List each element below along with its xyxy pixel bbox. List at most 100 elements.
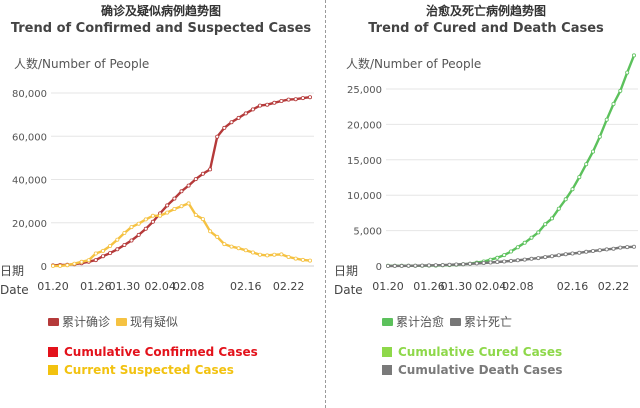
left-chart-series-1-point [58, 263, 63, 268]
left-chart-series-1-point [300, 257, 305, 262]
left-x-axis-label-en: Date [0, 283, 29, 297]
right-chart-title-en: Trend of Cured and Death Cases [368, 21, 604, 36]
right-chart-x-tick-label: 02.16 [557, 280, 589, 293]
right-chart-series-1-point [529, 256, 534, 261]
right-chart-series-0-point [584, 162, 589, 167]
left-y-axis-label: 人数/Number of People [14, 57, 150, 71]
legend-label-suspected[interactable]: 现有疑似 [130, 315, 179, 329]
caption-swatch-death [382, 365, 392, 375]
right-chart-series-0-point [631, 53, 636, 58]
right-chart-y-tick-label: 5,000 [353, 227, 382, 238]
right-chart-y-tick-label: 20,000 [347, 120, 382, 131]
left-chart-series-1-point [108, 243, 113, 248]
left-chart-series-line-0 [52, 96, 311, 267]
right-chart-series-1-point [502, 259, 507, 264]
right-chart-series-1-point [420, 263, 425, 268]
right-chart-series-0-point [577, 175, 582, 180]
caption-label-confirmed: Cumulative Confirmed Cases [64, 345, 258, 359]
right-chart-series-1-point [467, 261, 472, 266]
left-chart-series-1-point [229, 244, 234, 249]
right-chart-series-1-point [508, 258, 513, 263]
left-chart-series-0-point [108, 251, 113, 256]
right-chart-series-0-point [549, 216, 554, 221]
right-chart-title-cn: 治愈及死亡病例趋势图 [425, 4, 546, 18]
left-chart-series-1-point [200, 217, 205, 222]
left-chart-series-0-point [250, 107, 255, 112]
left-chart-series-0-point [193, 177, 198, 182]
right-chart-series-1-point [454, 262, 459, 267]
right-chart-x-tick-label: 02.08 [502, 280, 534, 293]
right-chart-series-0-point [502, 253, 507, 258]
left-chart-series-0-point [115, 247, 120, 252]
left-chart-series-0-point [93, 258, 98, 263]
left-chart-x-tick-label: 02.08 [173, 280, 205, 293]
left-chart-series-1-point [272, 252, 277, 257]
right-chart-x-tick-label: 01.26 [413, 280, 445, 293]
right-chart-series-0-point [604, 117, 609, 122]
right-chart-series-0-point [529, 235, 534, 240]
left-chart-series-line-1 [53, 202, 311, 268]
left-chart-series-0-point [200, 171, 205, 176]
right-chart-series-1-point [481, 260, 486, 265]
right-legend: 累计治愈 累计死亡 [382, 313, 512, 330]
left-chart-series-1-point [257, 252, 262, 257]
left-chart-series-1-point [179, 204, 184, 209]
panel-divider [325, 0, 328, 408]
right-chart-series-1-point [543, 255, 548, 260]
right-chart-series-1-point [433, 263, 438, 268]
caption-label-suspected: Current Suspected Cases [64, 363, 234, 377]
left-chart-series-1-point [236, 246, 241, 251]
right-chart-x-tick-label: 02.04 [475, 280, 507, 293]
left-chart-series-0-point [307, 95, 312, 100]
left-chart-series-1-point [101, 248, 106, 253]
left-chart-series-1-point [265, 253, 270, 258]
caption-cumulative-cured: Cumulative Cured Cases [382, 345, 562, 359]
right-chart-series-1-point [618, 245, 623, 250]
right-chart-series-0-point [590, 149, 595, 154]
right-chart-series-0-point [625, 70, 630, 75]
legend-label-cured[interactable]: 累计治愈 [396, 315, 445, 329]
left-chart-series-1-point [150, 213, 155, 218]
left-chart-series-0-point [136, 232, 141, 237]
left-chart-title-cn: 确诊及疑似病例趋势图 [100, 4, 221, 18]
legend-label-confirmed[interactable]: 累计确诊 [62, 315, 111, 329]
left-chart-series-0-point [143, 226, 148, 231]
caption-label-death: Cumulative Death Cases [398, 363, 563, 377]
left-chart-series-1-point [136, 221, 141, 226]
left-chart-series-1-point [165, 210, 170, 215]
left-chart-series-0-point [279, 99, 284, 104]
left-chart-series-1-point [186, 201, 191, 206]
right-chart-series-1-point [590, 248, 595, 253]
left-chart-x-tick-label: 01.26 [80, 280, 112, 293]
left-chart-series-0-point [222, 125, 227, 130]
left-chart-series-0-point [172, 196, 177, 201]
left-chart-y-tick-label: 20,000 [12, 219, 47, 230]
caption-swatch-suspected [48, 365, 58, 375]
left-chart-series-1-point [279, 252, 284, 257]
right-chart-series-1-point [474, 261, 479, 266]
right-chart-series-1-point [563, 252, 568, 257]
left-chart-series-1-point [72, 261, 77, 266]
right-chart-series-1-point [406, 263, 411, 268]
right-chart-series-1-point [392, 263, 397, 268]
right-chart-series-1-point [536, 256, 541, 261]
right-chart-series-1-point [399, 263, 404, 268]
right-chart-series-0-point [515, 245, 520, 250]
legend-label-death[interactable]: 累计死亡 [464, 315, 513, 329]
left-chart-series-0-point [272, 100, 277, 105]
right-chart-series-0-point [536, 230, 541, 235]
caption-swatch-cured [382, 347, 392, 357]
right-chart-series-1-point [611, 246, 616, 251]
left-chart-series-1-point [158, 213, 163, 218]
right-chart-series-0-point [611, 102, 616, 107]
right-chart-series-1-point [488, 260, 493, 265]
left-chart-series-1-point [293, 256, 298, 261]
right-chart-series-0-point [618, 88, 623, 93]
right-chart-series-1-point [584, 249, 589, 254]
right-chart-series-1-point [577, 250, 582, 255]
right-x-axis-label-en: Date [334, 283, 363, 297]
left-chart-y-tick-label: 0 [41, 262, 47, 273]
left-chart-series-1-point [208, 229, 213, 234]
left-chart-series-1-point [115, 237, 120, 242]
right-chart-series-1-point [461, 262, 466, 267]
